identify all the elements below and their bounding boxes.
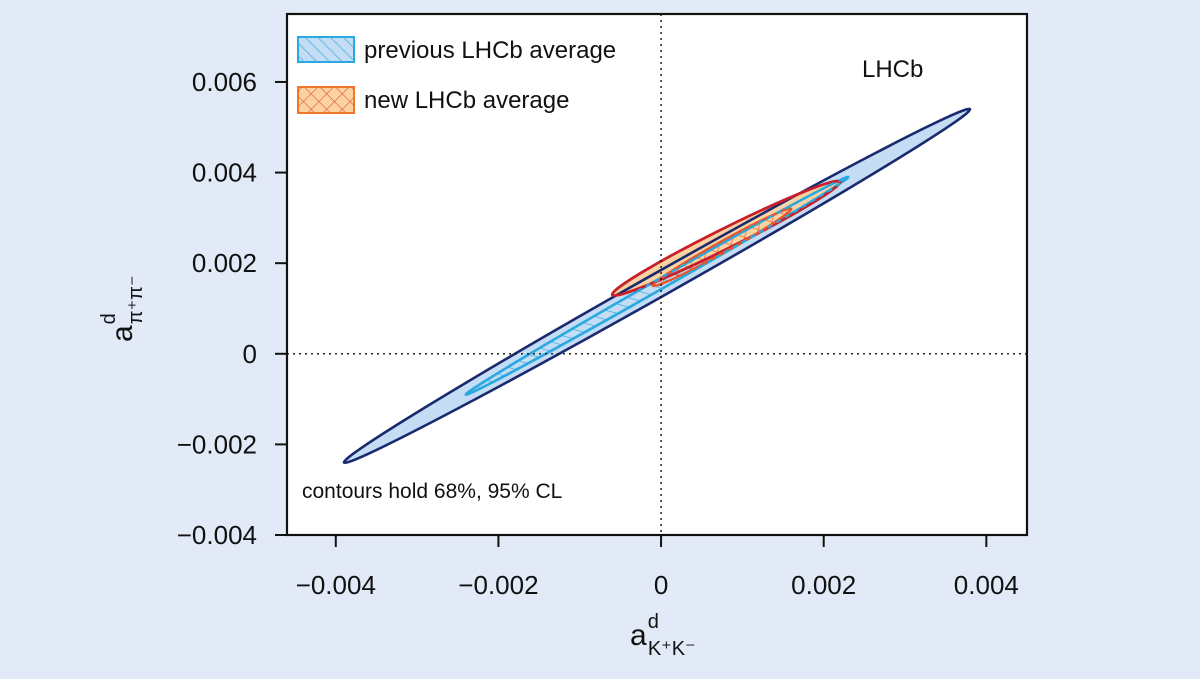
y-tick-label: −0.002 xyxy=(177,429,257,459)
x-axis-label-sup: d xyxy=(648,611,659,633)
legend: previous LHCb average new LHCb average xyxy=(297,36,616,114)
confidence-annotation: contours hold 68%, 95% CL xyxy=(302,480,562,503)
plot-frame xyxy=(285,12,1029,537)
y-tick-label: 0.004 xyxy=(192,158,257,188)
y-tick-label: 0.006 xyxy=(192,67,257,97)
legend-item-new: new LHCb average xyxy=(297,86,569,114)
y-tick-label: 0.002 xyxy=(192,248,257,278)
x-tick-label: −0.004 xyxy=(296,570,376,600)
x-tick-label: −0.002 xyxy=(458,570,538,600)
axis-ticks: −0.004 −0.002 0 0.002 0.004 −0.004 −0.002 0 0.00… xyxy=(177,67,1019,600)
new-95cl-contour xyxy=(610,179,842,297)
contour-layer xyxy=(342,107,972,465)
previous-95cl-contour xyxy=(342,107,972,465)
y-axis-label-sup: d xyxy=(98,313,120,324)
x-axis-label-base: a xyxy=(630,619,647,652)
y-tick-label: 0 xyxy=(243,339,257,369)
y-axis-label-sub: π⁺π⁻ xyxy=(125,275,147,324)
previous-68cl-contour-dashed-overlap xyxy=(464,175,850,396)
legend-item-previous: previous LHCb average xyxy=(297,36,616,64)
x-tick-label: 0 xyxy=(654,570,668,600)
x-axis-label-sub: K⁺K⁻ xyxy=(648,638,696,660)
y-tick-label: −0.004 xyxy=(177,520,257,550)
legend-label-previous: previous LHCb average xyxy=(364,37,616,64)
experiment-label: LHCb xyxy=(862,56,923,83)
legend-swatch-new-crosshatch xyxy=(298,87,354,113)
x-axis-label: ad K⁺K⁻ xyxy=(630,611,696,660)
y-axis-label-base: a xyxy=(106,325,139,342)
x-tick-label: 0.002 xyxy=(791,570,856,600)
x-tick-label: 0.004 xyxy=(954,570,1019,600)
legend-swatch-previous-hatch xyxy=(298,37,354,62)
y-axis-label: ad π⁺π⁻ xyxy=(98,275,147,342)
legend-label-new: new LHCb average xyxy=(364,87,569,114)
